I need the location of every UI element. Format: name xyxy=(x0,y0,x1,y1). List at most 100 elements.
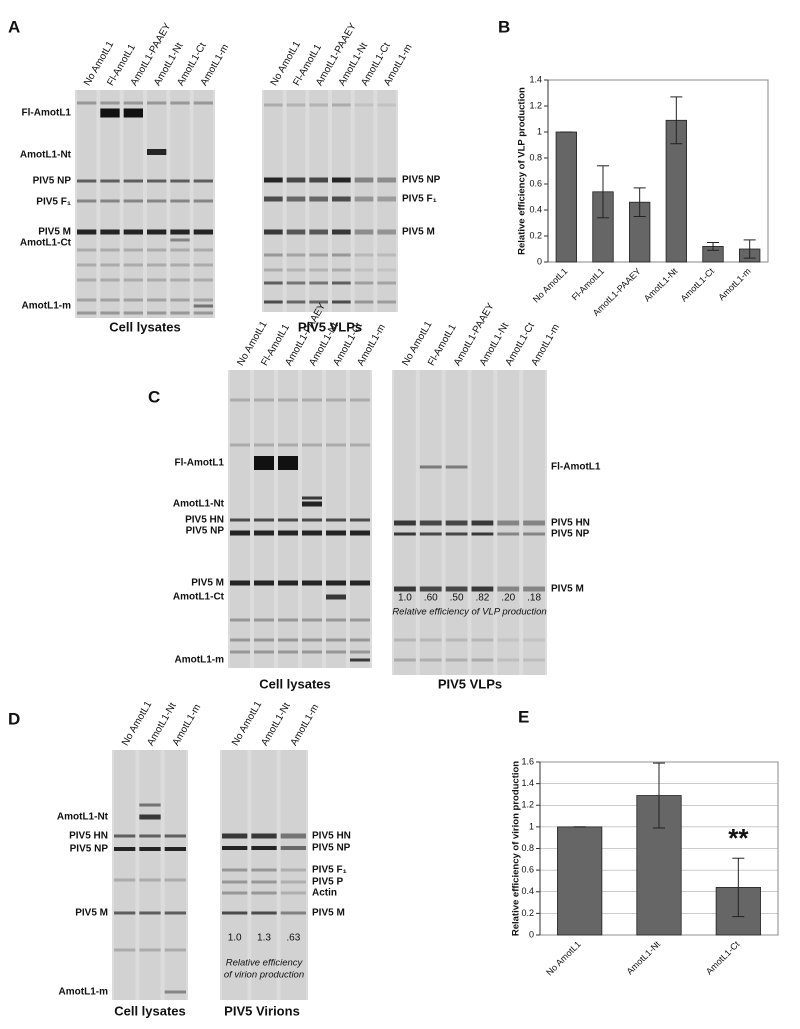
band-label: AmotL1-m xyxy=(59,987,109,998)
gel-band xyxy=(251,911,277,915)
y-axis-label: Relative efficiency of VLP production xyxy=(517,87,528,255)
lane-value: .82 xyxy=(475,593,489,604)
gel-band xyxy=(77,248,97,252)
band-label: PIV5 M xyxy=(402,227,435,238)
gel-band xyxy=(170,179,190,183)
gel-band xyxy=(278,618,298,622)
gel-band xyxy=(280,880,306,884)
gel-band xyxy=(100,278,120,282)
band-label: AmotL1-Nt xyxy=(57,812,109,823)
gel-band xyxy=(139,803,161,807)
gel-band xyxy=(123,179,143,183)
band-label: PIV5 HN xyxy=(185,515,224,526)
gel-lane xyxy=(497,370,520,675)
gel-band xyxy=(193,248,213,252)
y-tick-label: 0 xyxy=(537,256,542,266)
gel-band xyxy=(332,268,351,272)
gel-band xyxy=(77,278,97,282)
gel-band xyxy=(170,311,190,315)
lane-value: .20 xyxy=(501,593,515,604)
gel-lane xyxy=(139,750,161,1000)
gel-band xyxy=(445,586,468,592)
gel-band xyxy=(77,263,97,267)
gel-band xyxy=(350,658,370,662)
gel-band xyxy=(278,398,298,402)
gel-band xyxy=(100,179,120,183)
gel-band xyxy=(419,658,442,662)
gel-band xyxy=(332,253,351,257)
gel-band xyxy=(100,263,120,267)
gel-band xyxy=(230,518,250,522)
gel-band xyxy=(309,281,328,285)
gel-band xyxy=(251,833,277,839)
gel-band xyxy=(377,177,396,183)
gel-band xyxy=(445,465,468,469)
gel-band xyxy=(377,103,396,107)
gel-band xyxy=(302,501,322,507)
gel-band xyxy=(377,300,396,304)
gel-band xyxy=(302,618,322,622)
gel-band xyxy=(254,443,274,447)
y-tick-label: 1.4 xyxy=(521,778,534,788)
gel-band xyxy=(350,530,370,536)
gel-band xyxy=(523,658,545,662)
gel-band xyxy=(147,278,167,282)
error-bar xyxy=(743,239,756,259)
gel-band xyxy=(164,911,186,915)
gel-band xyxy=(251,846,277,850)
gel-band xyxy=(170,298,190,302)
gel-band xyxy=(523,532,545,536)
gel-band xyxy=(222,868,248,872)
gel-band xyxy=(302,580,322,586)
gel-band xyxy=(222,891,248,895)
gel-band xyxy=(309,300,328,304)
gel-band xyxy=(332,103,351,107)
gel-band xyxy=(445,520,468,526)
gel-band xyxy=(100,311,120,315)
gel-band xyxy=(264,177,283,183)
band-label: PIV5 P xyxy=(312,877,343,888)
gel-band xyxy=(147,263,167,267)
gel-band xyxy=(394,658,416,662)
gel-band xyxy=(77,311,97,315)
gel-band xyxy=(100,108,120,118)
gel-band xyxy=(278,650,298,654)
gel-band xyxy=(350,580,370,586)
gel-band xyxy=(170,263,190,267)
y-tick-label: 0.6 xyxy=(529,178,542,188)
gel-band xyxy=(354,196,374,202)
gel-band xyxy=(309,177,328,183)
gel-band xyxy=(286,103,306,107)
gel-band xyxy=(170,101,190,105)
gel-band xyxy=(302,638,322,642)
gel-band xyxy=(147,311,167,315)
gel-lane xyxy=(523,370,545,675)
gel-band xyxy=(326,580,346,586)
gel-band xyxy=(114,878,136,882)
band-label: PIV5 NP xyxy=(186,526,225,537)
gel-band xyxy=(302,530,322,536)
gel-band xyxy=(302,443,322,447)
y-tick-label: 0.2 xyxy=(521,908,534,918)
gel xyxy=(392,370,547,675)
gel-band xyxy=(354,268,374,272)
gel-lane xyxy=(222,750,248,1000)
gel-band xyxy=(286,268,306,272)
y-tick-label: 0 xyxy=(529,929,534,939)
band-label: PIV5 M xyxy=(312,908,345,919)
gel-lane xyxy=(100,90,120,318)
gel-band xyxy=(254,638,274,642)
gel-band xyxy=(100,199,120,203)
gel-band xyxy=(100,298,120,302)
y-tick-label: 0.6 xyxy=(521,865,534,875)
gel-band xyxy=(419,586,442,592)
gel-band xyxy=(123,199,143,203)
gel-band xyxy=(139,911,161,915)
panel-letter: E xyxy=(518,707,529,726)
gel-band xyxy=(114,948,136,952)
gel-band xyxy=(278,518,298,522)
gel-band xyxy=(377,253,396,257)
gel-band xyxy=(471,532,494,536)
y-tick-label: 1.4 xyxy=(529,74,542,84)
gel-caption: Cell lysates xyxy=(114,1003,186,1018)
